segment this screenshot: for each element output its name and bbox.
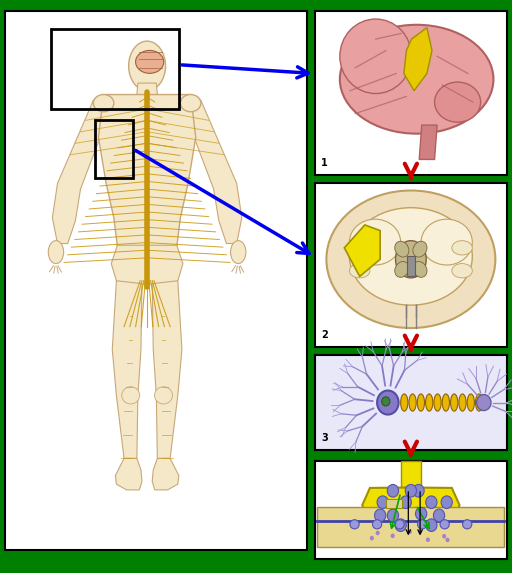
Ellipse shape bbox=[477, 394, 491, 410]
Ellipse shape bbox=[395, 241, 409, 257]
Ellipse shape bbox=[395, 519, 407, 532]
Ellipse shape bbox=[421, 219, 473, 265]
Ellipse shape bbox=[377, 531, 381, 535]
Polygon shape bbox=[152, 281, 182, 458]
Ellipse shape bbox=[368, 529, 372, 534]
Ellipse shape bbox=[350, 520, 359, 529]
Bar bbox=[51, 29, 179, 109]
Ellipse shape bbox=[406, 484, 417, 497]
Ellipse shape bbox=[426, 519, 437, 532]
Ellipse shape bbox=[426, 496, 437, 509]
Ellipse shape bbox=[230, 241, 246, 264]
Polygon shape bbox=[137, 83, 157, 95]
Ellipse shape bbox=[373, 520, 382, 529]
Text: 1: 1 bbox=[321, 158, 328, 168]
Ellipse shape bbox=[433, 509, 444, 521]
Bar bbox=[315, 461, 507, 559]
Ellipse shape bbox=[180, 95, 201, 112]
Ellipse shape bbox=[48, 241, 63, 264]
Ellipse shape bbox=[418, 534, 422, 539]
Bar bbox=[315, 183, 507, 347]
Bar bbox=[400, 461, 421, 487]
Ellipse shape bbox=[417, 394, 424, 411]
Bar bbox=[315, 11, 507, 175]
Ellipse shape bbox=[437, 531, 441, 535]
Ellipse shape bbox=[400, 496, 412, 509]
Ellipse shape bbox=[387, 484, 398, 497]
Polygon shape bbox=[112, 281, 142, 458]
Ellipse shape bbox=[395, 520, 404, 529]
Ellipse shape bbox=[93, 95, 114, 112]
Ellipse shape bbox=[424, 529, 428, 533]
Ellipse shape bbox=[452, 241, 472, 255]
Ellipse shape bbox=[122, 387, 140, 404]
Ellipse shape bbox=[129, 41, 165, 91]
Ellipse shape bbox=[452, 264, 472, 278]
Ellipse shape bbox=[413, 241, 427, 257]
Ellipse shape bbox=[327, 190, 496, 328]
Ellipse shape bbox=[155, 387, 173, 404]
Polygon shape bbox=[185, 97, 242, 244]
Ellipse shape bbox=[340, 19, 412, 93]
Ellipse shape bbox=[425, 394, 433, 411]
Ellipse shape bbox=[413, 484, 424, 497]
Text: 2: 2 bbox=[321, 330, 328, 340]
Ellipse shape bbox=[435, 82, 481, 122]
Bar bbox=[315, 355, 507, 450]
Text: 3: 3 bbox=[321, 433, 328, 443]
Ellipse shape bbox=[387, 509, 398, 521]
Polygon shape bbox=[362, 488, 460, 533]
Ellipse shape bbox=[349, 264, 370, 278]
Ellipse shape bbox=[349, 208, 472, 305]
Ellipse shape bbox=[349, 219, 400, 265]
Bar bbox=[317, 507, 504, 547]
Ellipse shape bbox=[395, 261, 409, 277]
Ellipse shape bbox=[416, 508, 427, 520]
Ellipse shape bbox=[136, 50, 164, 73]
Ellipse shape bbox=[396, 533, 400, 538]
Bar bbox=[315, 355, 507, 450]
Polygon shape bbox=[404, 28, 432, 91]
Ellipse shape bbox=[467, 394, 475, 411]
Ellipse shape bbox=[463, 520, 472, 529]
Ellipse shape bbox=[400, 394, 408, 411]
Ellipse shape bbox=[409, 394, 416, 411]
Ellipse shape bbox=[441, 496, 453, 509]
Ellipse shape bbox=[451, 394, 458, 411]
Ellipse shape bbox=[340, 25, 494, 134]
Ellipse shape bbox=[440, 520, 450, 529]
Polygon shape bbox=[115, 458, 142, 490]
Ellipse shape bbox=[442, 394, 450, 411]
Bar bbox=[315, 461, 507, 559]
Ellipse shape bbox=[374, 509, 386, 521]
Ellipse shape bbox=[434, 394, 441, 411]
Polygon shape bbox=[419, 125, 437, 159]
Ellipse shape bbox=[401, 538, 405, 543]
Polygon shape bbox=[52, 97, 109, 244]
Bar bbox=[386, 499, 401, 508]
Ellipse shape bbox=[395, 241, 426, 278]
Bar bbox=[95, 120, 133, 178]
Ellipse shape bbox=[413, 261, 427, 277]
Ellipse shape bbox=[349, 241, 370, 255]
Ellipse shape bbox=[476, 394, 483, 411]
Polygon shape bbox=[98, 95, 196, 246]
Ellipse shape bbox=[459, 394, 466, 411]
Polygon shape bbox=[152, 458, 179, 490]
Polygon shape bbox=[344, 225, 380, 277]
Ellipse shape bbox=[418, 520, 427, 529]
Ellipse shape bbox=[377, 496, 388, 509]
Bar bbox=[5, 11, 307, 550]
Ellipse shape bbox=[377, 391, 399, 415]
Ellipse shape bbox=[449, 535, 453, 540]
Polygon shape bbox=[111, 245, 183, 286]
Bar bbox=[407, 257, 415, 277]
Ellipse shape bbox=[382, 397, 390, 406]
